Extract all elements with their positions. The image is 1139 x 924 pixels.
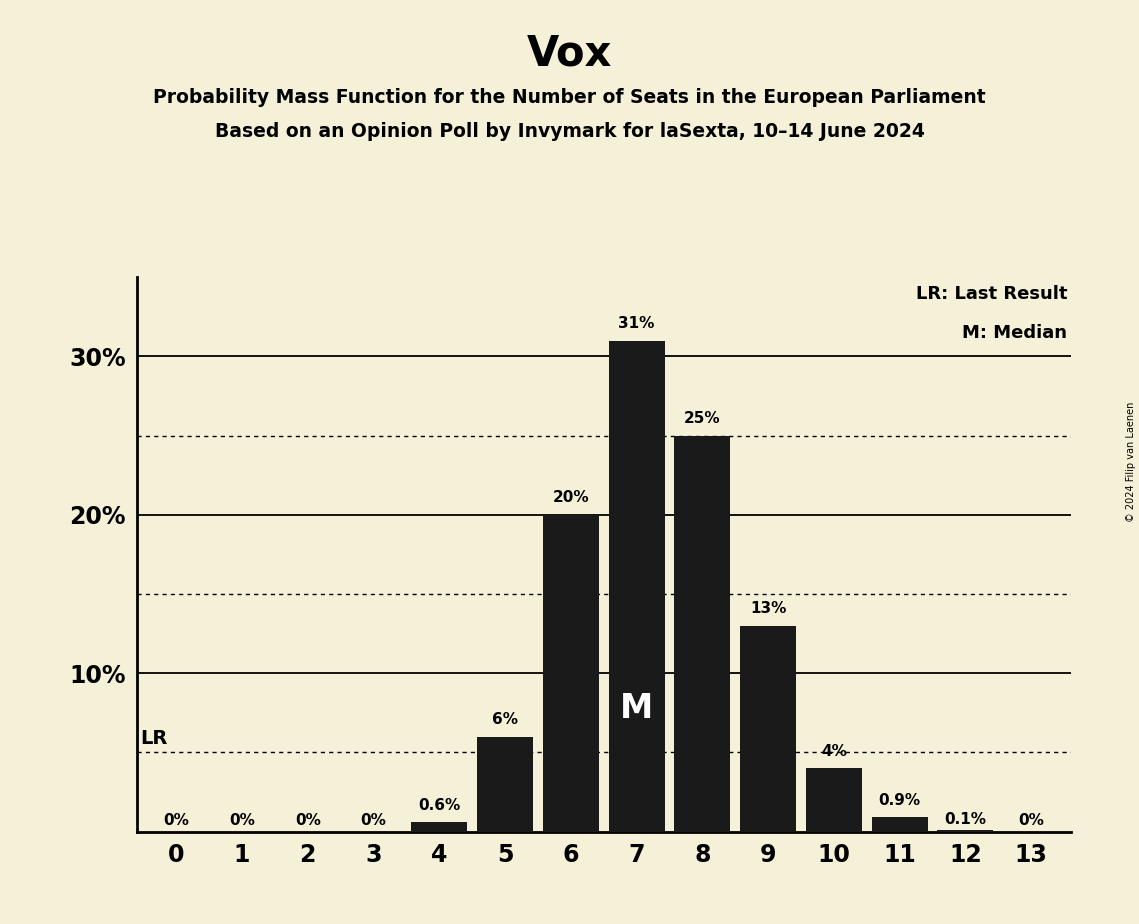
Text: Probability Mass Function for the Number of Seats in the European Parliament: Probability Mass Function for the Number… — [153, 88, 986, 107]
Text: © 2024 Filip van Laenen: © 2024 Filip van Laenen — [1126, 402, 1136, 522]
Text: 20%: 20% — [552, 491, 589, 505]
Bar — [477, 736, 533, 832]
Text: 31%: 31% — [618, 316, 655, 331]
Text: 13%: 13% — [749, 602, 786, 616]
Text: LR: LR — [140, 729, 167, 748]
Text: M: Median: M: Median — [962, 323, 1067, 342]
Text: 25%: 25% — [685, 411, 721, 426]
Text: 6%: 6% — [492, 712, 518, 727]
Text: 0.6%: 0.6% — [418, 797, 460, 812]
Bar — [937, 830, 993, 832]
Bar — [806, 768, 862, 832]
Bar — [608, 341, 664, 832]
Text: Vox: Vox — [527, 32, 612, 74]
Text: Based on an Opinion Poll by Invymark for laSexta, 10–14 June 2024: Based on an Opinion Poll by Invymark for… — [214, 122, 925, 141]
Bar — [543, 515, 599, 832]
Text: 0%: 0% — [1018, 813, 1044, 829]
Text: 0.1%: 0.1% — [944, 812, 986, 827]
Text: M: M — [620, 692, 653, 725]
Bar — [411, 822, 467, 832]
Bar — [871, 818, 927, 832]
Text: 4%: 4% — [821, 744, 846, 759]
Text: 0%: 0% — [229, 813, 255, 829]
Bar — [740, 626, 796, 832]
Text: 0%: 0% — [163, 813, 189, 829]
Text: 0%: 0% — [295, 813, 320, 829]
Text: 0%: 0% — [361, 813, 386, 829]
Text: 0.9%: 0.9% — [878, 793, 920, 808]
Bar — [674, 435, 730, 832]
Text: LR: Last Result: LR: Last Result — [916, 286, 1067, 303]
